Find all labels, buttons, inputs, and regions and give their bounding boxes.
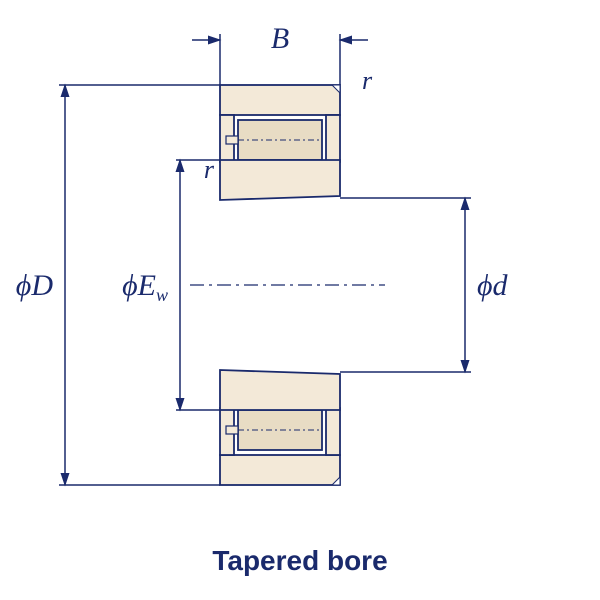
inner-ring-top (220, 160, 340, 200)
outer-ring-bot (220, 455, 340, 485)
bearing-diagram: BϕD ϕd ϕEw r r Tapered bore (0, 0, 600, 600)
inner-ring-bot (220, 370, 340, 410)
label-r-inner: r (204, 155, 215, 184)
caption: Tapered bore (212, 545, 387, 576)
roller-pin-bot (226, 426, 238, 434)
label-r-outer: r (362, 66, 373, 95)
outer-rib-right-bot (326, 408, 340, 455)
outer-ring-top (220, 85, 340, 115)
label-Ew: ϕEw (122, 269, 168, 305)
label-d: ϕd (477, 269, 509, 302)
label-B: B (271, 22, 289, 55)
outer-rib-right-top (326, 115, 340, 162)
roller-pin-top (226, 136, 238, 144)
label-D: ϕD (16, 269, 54, 302)
